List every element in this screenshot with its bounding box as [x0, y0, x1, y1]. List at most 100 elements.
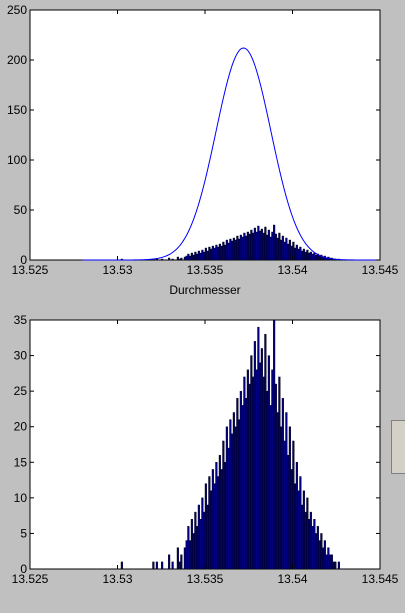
histogram-bar	[301, 250, 304, 261]
histogram-bar	[313, 252, 316, 261]
histogram-bar	[288, 426, 291, 570]
histogram-bar	[302, 248, 305, 261]
histogram-bar	[266, 234, 269, 261]
histogram-bar	[187, 253, 190, 261]
histogram-bar	[183, 256, 186, 261]
y-tick-label: 50	[14, 203, 28, 217]
histogram-bar	[243, 232, 246, 261]
bottom-bar-series	[120, 319, 340, 570]
histogram-bar	[257, 225, 260, 261]
histogram-bar	[332, 561, 335, 570]
histogram-bar	[309, 511, 312, 570]
histogram-bar	[276, 412, 279, 570]
histogram-bar	[229, 419, 232, 570]
x-tick-label: 13.525	[12, 263, 49, 277]
histogram-bar	[271, 369, 274, 570]
histogram-bar	[290, 469, 293, 570]
histogram-bar	[297, 490, 300, 570]
histogram-bar	[271, 231, 274, 261]
histogram-bar	[236, 235, 239, 261]
histogram-bar	[274, 383, 277, 570]
histogram-bar	[120, 561, 123, 570]
histogram-bar	[267, 355, 270, 570]
histogram-bar	[253, 227, 256, 261]
histogram-bar	[185, 540, 188, 570]
histogram-bar	[334, 561, 337, 570]
histogram-bar	[238, 238, 241, 261]
histogram-bar	[232, 412, 235, 570]
y-tick-label: 10	[14, 491, 28, 505]
histogram-bar	[252, 376, 255, 570]
histogram-bar	[280, 239, 283, 261]
top-x-axis-label: Durchmesser	[169, 283, 240, 297]
histogram-bar	[322, 547, 325, 570]
histogram-bar	[248, 233, 251, 261]
scrollbar-handle[interactable]	[391, 420, 405, 474]
histogram-bar	[306, 497, 309, 570]
histogram-bar	[329, 554, 332, 570]
histogram-bar	[178, 561, 181, 570]
histogram-bar	[192, 533, 195, 570]
histogram-bar	[178, 258, 181, 261]
histogram-bar	[236, 398, 239, 570]
histogram-bar	[260, 348, 263, 570]
x-tick-label: 13.545	[362, 263, 399, 277]
y-tick-label: 15	[14, 455, 28, 469]
histogram-bar	[260, 228, 263, 261]
histogram-bar	[299, 246, 302, 261]
normal-fit-curve	[82, 47, 380, 261]
histogram-bar	[211, 245, 214, 261]
histogram-bar	[283, 241, 286, 261]
y-tick-label: 0	[20, 253, 27, 267]
histogram-bar	[241, 405, 244, 570]
histogram-bar	[337, 561, 340, 570]
histogram-bar	[215, 244, 218, 261]
histogram-bar	[278, 232, 281, 261]
histogram-bar	[241, 236, 244, 261]
y-tick-label: 200	[7, 53, 27, 67]
histogram-bar	[315, 533, 318, 570]
histogram-bar	[269, 236, 272, 261]
histogram-bar	[250, 355, 253, 570]
histogram-bar	[264, 334, 267, 570]
histogram-bar	[197, 250, 200, 261]
y-tick-label: 250	[7, 3, 27, 17]
y-tick-label: 100	[7, 153, 27, 167]
histogram-bar	[196, 253, 199, 261]
histogram-bar	[171, 561, 174, 570]
histogram-bar	[225, 239, 228, 261]
histogram-bar	[283, 440, 286, 570]
histogram-bar	[176, 547, 179, 570]
histogram-bar	[264, 226, 267, 261]
histogram-bar	[245, 235, 248, 261]
histogram-bar	[190, 519, 193, 570]
histogram-bar	[262, 376, 265, 570]
histogram-bar	[161, 561, 164, 570]
histogram-bar	[311, 253, 314, 261]
histogram-bar	[255, 369, 258, 570]
histogram-bar	[155, 561, 158, 570]
histogram-bar	[211, 469, 214, 570]
histogram-bar	[323, 540, 326, 570]
top-plot-area	[29, 9, 381, 261]
histogram-bar	[227, 447, 230, 570]
histogram-bar	[218, 454, 221, 570]
x-tick-label: 13.535	[187, 572, 224, 586]
histogram-bar	[267, 229, 270, 261]
histogram-bar	[238, 419, 241, 570]
histogram-bar	[210, 248, 213, 261]
histogram-bar	[269, 405, 272, 570]
histogram-bar	[292, 440, 295, 570]
histogram-bar	[308, 519, 311, 570]
histogram-bar	[320, 533, 323, 570]
histogram-bar	[224, 244, 227, 261]
histogram-bar	[294, 483, 297, 570]
histogram-bar	[318, 255, 321, 261]
histogram-bar	[252, 232, 255, 261]
histogram-bar	[304, 511, 307, 570]
y-tick-label: 35	[14, 313, 28, 327]
histogram-bar	[183, 547, 186, 570]
histogram-bar	[280, 426, 283, 570]
y-tick-label: 150	[7, 103, 27, 117]
histogram-bar	[229, 238, 232, 261]
